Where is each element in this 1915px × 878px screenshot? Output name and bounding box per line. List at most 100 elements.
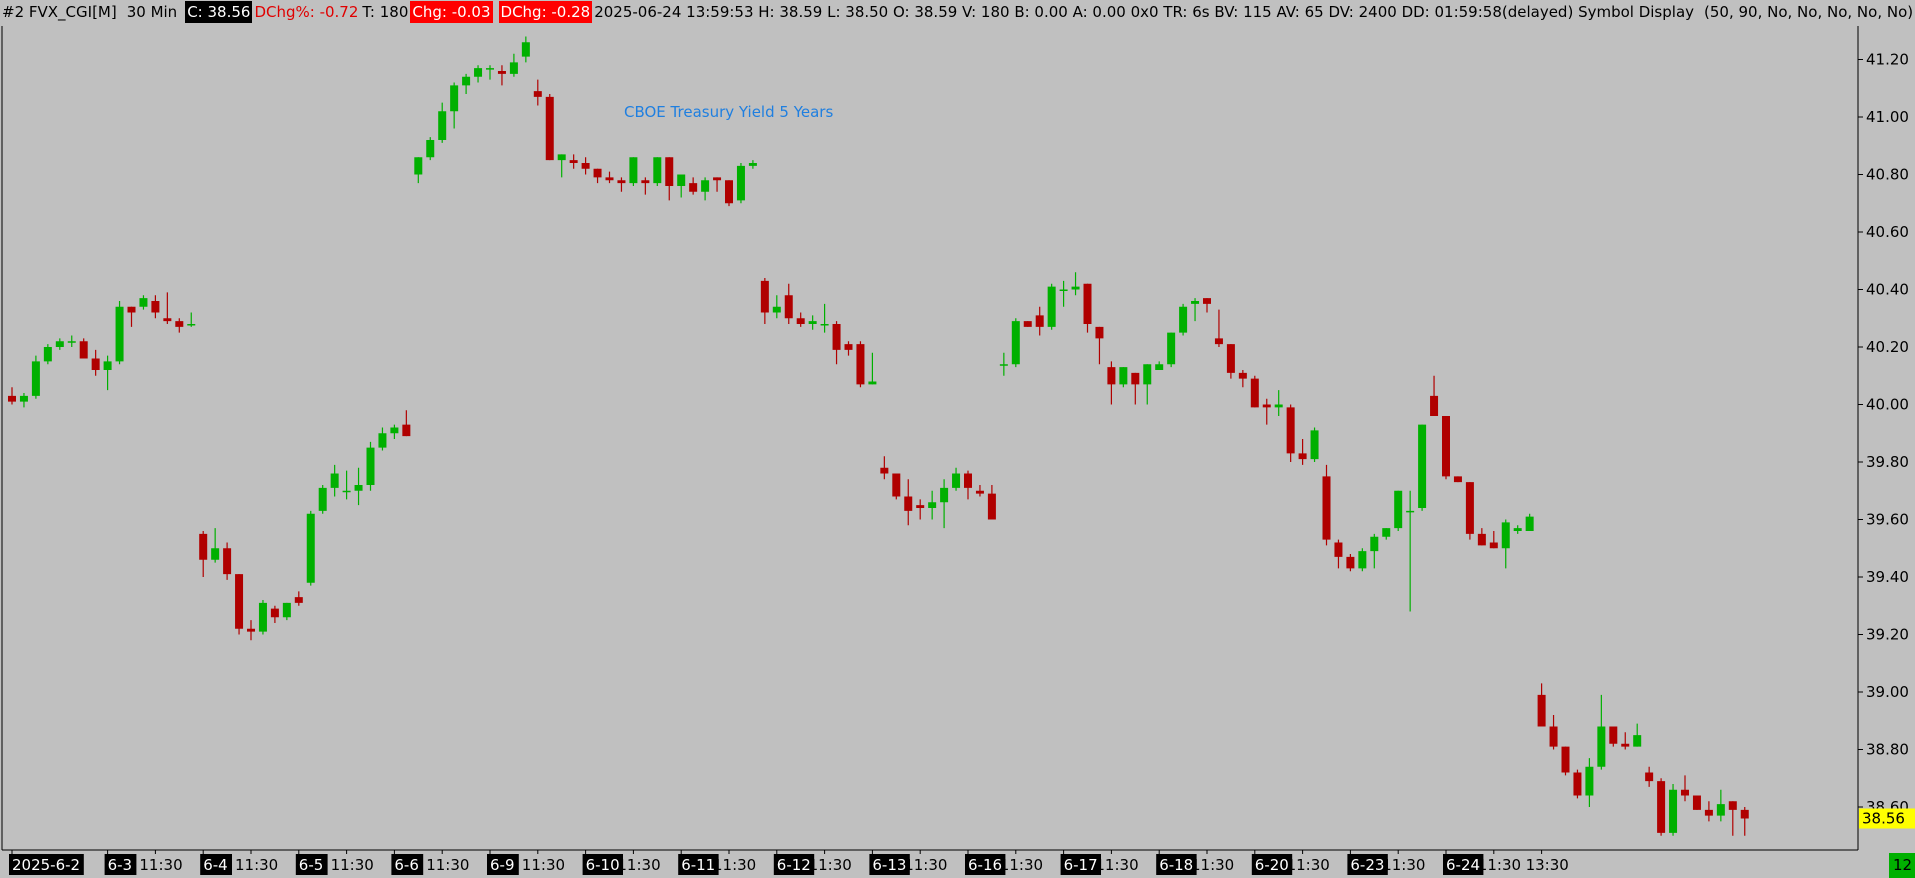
candle-up <box>31 361 40 396</box>
candle-down <box>402 424 411 437</box>
x-date-box <box>773 854 815 875</box>
display-params: (50, 90, No, No, No, No, No) <box>1704 3 1914 21</box>
x-tick-label: 6-17 <box>1064 856 1098 874</box>
candle-down <box>617 180 626 184</box>
candle-down <box>235 574 244 629</box>
candle-down <box>1645 772 1654 782</box>
x-tick-label: 11:30 <box>1382 856 1425 874</box>
candle-down <box>1477 533 1486 546</box>
candle-up <box>306 513 315 583</box>
candle-down <box>832 324 841 350</box>
candle-down <box>1023 321 1032 327</box>
candle-down <box>641 180 650 184</box>
x-tick-label: 11:30 <box>235 856 278 874</box>
candle-up <box>414 157 423 175</box>
quote-info: 2025-06-24 13:59:53 H: 38.59 L: 38.50 O:… <box>594 3 1695 21</box>
y-tick-label: 39.20 <box>1866 626 1909 644</box>
x-tick-label: 6-13 <box>872 856 906 874</box>
candle-down <box>1692 795 1701 810</box>
candle-down <box>987 493 996 520</box>
candle-down <box>892 473 901 497</box>
candle-down <box>1083 283 1092 324</box>
x-tick-label: 6-23 <box>1350 856 1384 874</box>
candle-up <box>354 485 363 491</box>
x-tick-label: 6-16 <box>968 856 1002 874</box>
x-tick-label: 11:30 <box>1095 856 1138 874</box>
x-tick-label: 11:30 <box>1478 856 1521 874</box>
candle-down <box>796 318 805 324</box>
candle-down <box>79 341 88 359</box>
candle-up <box>67 341 76 343</box>
x-tick-label: 11:30 <box>1287 856 1330 874</box>
chart-header: #2 FVX_CGI[M] 30 Min C: 38.56 DChg%: -0.… <box>0 0 1915 24</box>
candle-down <box>1226 344 1235 373</box>
x-tick-label: 6-6 <box>394 856 419 874</box>
x-tick-label: 6-12 <box>777 856 811 874</box>
x-tick-label: 13:30 <box>1526 856 1569 874</box>
x-tick-label: 11:30 <box>1191 856 1234 874</box>
candle-down <box>1250 378 1259 408</box>
candle-up <box>629 157 638 184</box>
candle-down <box>975 490 984 494</box>
candle-down <box>581 163 590 169</box>
candle-down <box>1489 542 1498 549</box>
candle-up <box>1513 528 1522 531</box>
candle-down <box>1430 395 1439 416</box>
candle-up <box>1716 804 1725 816</box>
candle-down <box>1131 372 1140 385</box>
candle-up <box>438 111 447 140</box>
candle-up <box>1167 332 1176 365</box>
daily-change-pct-label: DChg%: -0.72 <box>254 3 359 21</box>
x-date-box <box>487 854 519 875</box>
candle-down <box>964 473 972 488</box>
x-tick-label: 6-11 <box>681 856 715 874</box>
candle-up <box>318 487 327 511</box>
y-tick-label: 39.00 <box>1866 683 1909 701</box>
y-tick-label: 40.40 <box>1866 281 1909 299</box>
candle-down <box>605 177 614 181</box>
candle-up <box>1597 726 1606 767</box>
x-tick-label: 11:30 <box>713 856 756 874</box>
candle-up <box>952 473 961 488</box>
candle-up <box>282 602 291 618</box>
candle-down <box>1107 367 1116 385</box>
candle-down <box>856 344 865 385</box>
candle-down <box>1286 407 1295 454</box>
candle-down <box>916 505 925 508</box>
candle-down <box>1549 726 1558 747</box>
candle-down <box>904 496 913 511</box>
candle-down <box>1334 542 1343 557</box>
candle-down <box>1346 556 1355 569</box>
candle-down <box>1657 781 1666 833</box>
candle-down <box>725 180 733 204</box>
candle-down <box>163 318 172 322</box>
candle-down <box>1537 694 1546 727</box>
x-date-box <box>9 854 84 875</box>
last-price-marker <box>1859 808 1915 829</box>
candle-down <box>1740 809 1749 819</box>
candle-down <box>713 177 722 181</box>
candle-down <box>175 321 184 327</box>
candle-down <box>199 533 208 560</box>
x-date-box <box>678 854 719 875</box>
candle-up <box>1633 735 1642 747</box>
candle-down <box>1214 338 1223 345</box>
candle-up <box>1585 766 1594 796</box>
candle-down <box>1465 482 1474 534</box>
candle-down <box>223 548 232 575</box>
y-tick-label: 38.80 <box>1866 741 1909 759</box>
candle-down <box>1095 326 1104 339</box>
candle-up <box>342 490 351 493</box>
x-tick-label: 6-24 <box>1446 856 1480 874</box>
candle-up <box>701 180 710 192</box>
candle-up <box>19 395 28 402</box>
x-date-box <box>965 854 1006 875</box>
candle-down <box>1453 476 1462 483</box>
candle-up <box>462 76 471 86</box>
x-tick-label: 11:30 <box>617 856 660 874</box>
candle-up <box>115 306 124 362</box>
candle-up <box>1179 306 1188 333</box>
candle-up <box>474 68 483 77</box>
